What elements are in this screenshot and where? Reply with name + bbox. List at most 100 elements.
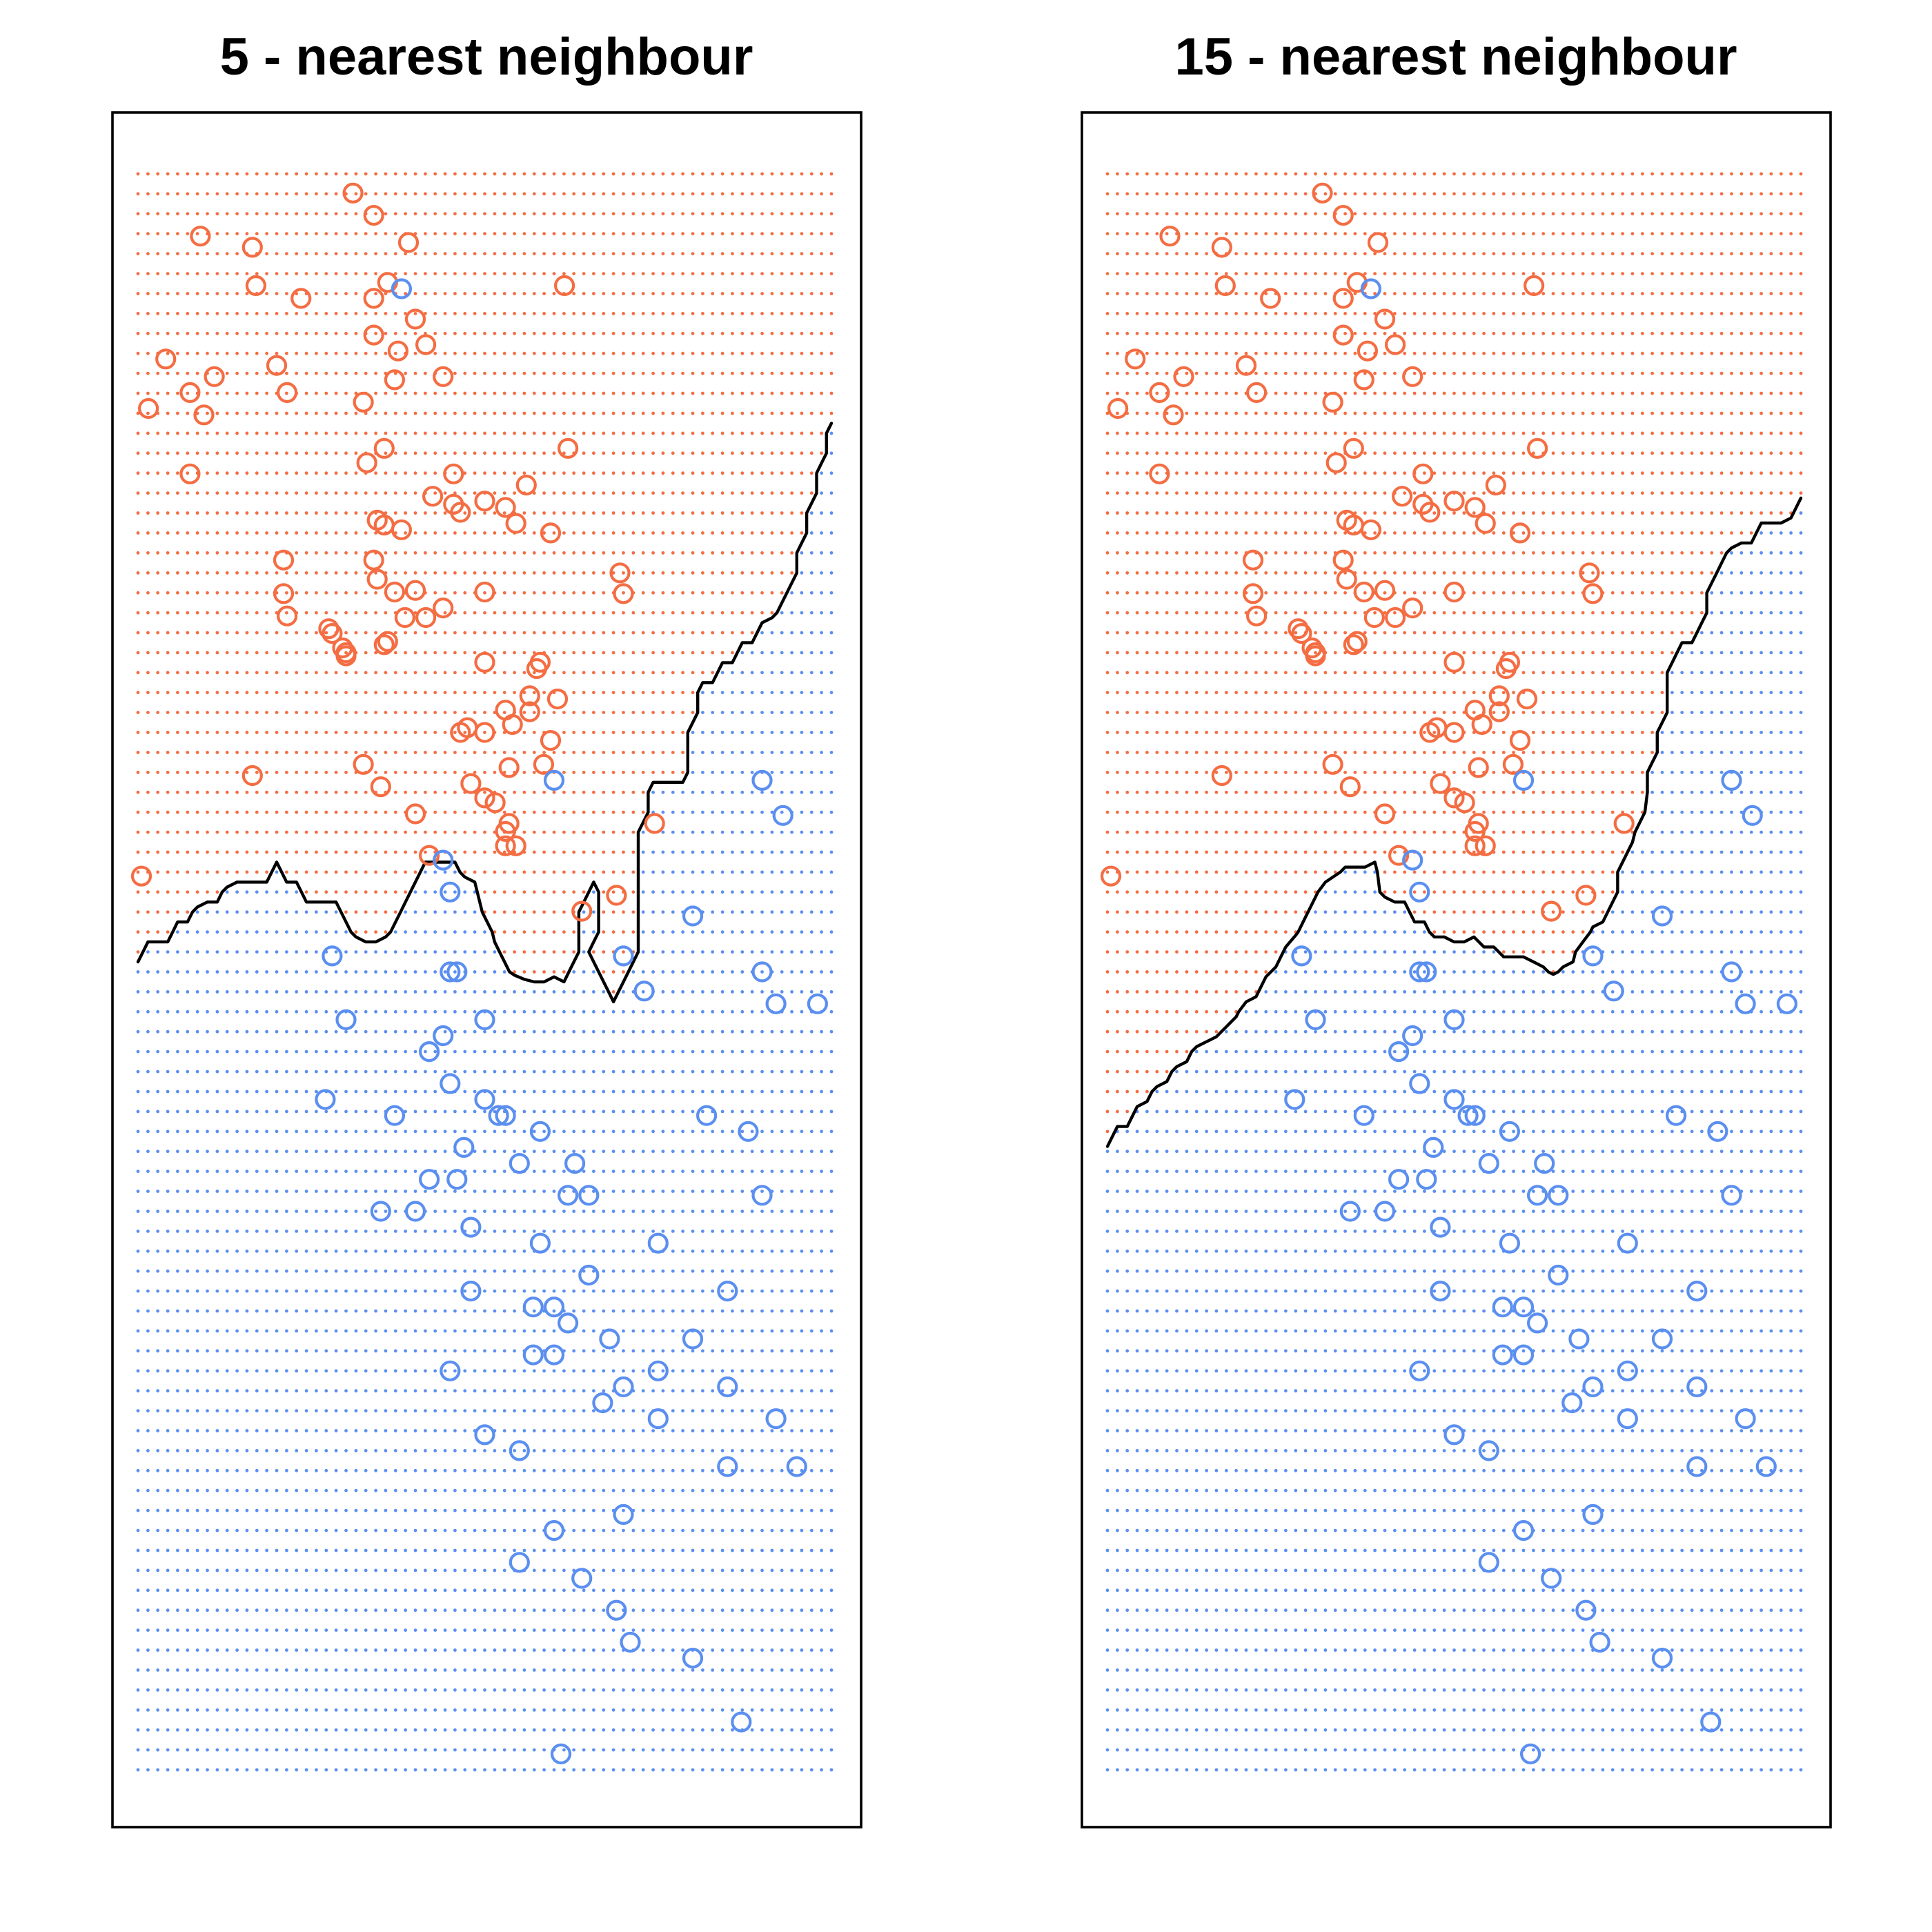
grid-dot <box>156 1210 160 1213</box>
grid-dot <box>770 691 774 695</box>
grid-dot <box>304 1230 308 1233</box>
grid-dot <box>671 771 675 774</box>
grid-dot <box>235 631 239 635</box>
grid-dot <box>622 771 625 774</box>
grid-dot <box>661 1568 665 1573</box>
grid-dot <box>295 711 299 714</box>
grid-dot <box>711 870 715 874</box>
grid-dot <box>513 571 516 575</box>
grid-dot <box>215 1468 219 1472</box>
grid-dot <box>225 391 229 395</box>
grid-dot <box>602 890 606 894</box>
grid-dot <box>513 790 516 794</box>
grid-dot <box>354 491 358 495</box>
grid-dot <box>790 691 793 695</box>
grid-dot <box>513 1070 516 1074</box>
grid-dot <box>206 1369 209 1373</box>
grid-dot <box>661 1289 665 1293</box>
grid-dot <box>790 1688 793 1692</box>
grid-dot <box>433 1009 437 1014</box>
grid-dot <box>740 631 745 635</box>
grid-dot <box>780 1608 784 1613</box>
grid-dot <box>195 1548 199 1552</box>
grid-dot <box>522 1608 526 1613</box>
grid-dot <box>374 371 377 375</box>
grid-dot <box>790 1190 793 1193</box>
grid-dot <box>424 1608 427 1613</box>
grid-dot <box>641 870 645 874</box>
grid-dot <box>522 511 526 515</box>
grid-dot <box>631 1090 635 1094</box>
grid-dot <box>364 1070 368 1074</box>
grid-dot <box>225 691 229 695</box>
grid-dot <box>255 391 259 395</box>
grid-dot <box>760 1568 764 1573</box>
grid-dot <box>522 1009 526 1014</box>
grid-dot <box>493 631 497 635</box>
grid-dot <box>265 1309 268 1313</box>
grid-dot <box>255 691 259 695</box>
grid-dot <box>404 731 407 734</box>
grid-dot <box>374 591 377 595</box>
grid-dot <box>443 1049 447 1054</box>
grid-dot <box>592 1269 595 1273</box>
grid-dot <box>622 1728 625 1732</box>
grid-dot <box>829 551 834 555</box>
grid-dot <box>661 970 665 974</box>
grid-dot <box>790 930 793 934</box>
grid-dot <box>156 1110 160 1114</box>
grid-dot <box>562 1449 566 1452</box>
grid-dot <box>463 531 467 535</box>
grid-dot <box>770 1110 774 1114</box>
grid-dot <box>374 1608 377 1613</box>
grid-dot <box>671 1608 675 1613</box>
grid-dot <box>156 870 160 874</box>
grid-dot <box>800 711 804 714</box>
grid-dot <box>195 1110 199 1114</box>
grid-dot <box>483 1369 486 1373</box>
grid-dot <box>522 1728 526 1732</box>
grid-dot <box>374 1090 377 1094</box>
grid-dot <box>780 1628 784 1633</box>
grid-dot <box>156 1608 160 1613</box>
grid-dot <box>602 511 606 515</box>
grid-dot <box>820 1429 823 1432</box>
grid-dot <box>245 571 249 575</box>
grid-dot <box>166 411 170 415</box>
grid-dot <box>245 1449 249 1452</box>
grid-dot <box>760 930 764 934</box>
grid-dot <box>711 1150 715 1154</box>
grid-dot <box>740 591 745 595</box>
grid-dot <box>483 691 486 695</box>
grid-dot <box>483 830 486 834</box>
grid-dot <box>354 1588 358 1593</box>
grid-dot <box>671 1508 675 1512</box>
grid-dot <box>473 930 477 934</box>
grid-dot <box>186 930 190 934</box>
grid-dot <box>502 1190 506 1193</box>
grid-dot <box>136 870 140 874</box>
grid-dot <box>691 1349 695 1353</box>
grid-dot <box>344 751 348 754</box>
grid-dot <box>186 1369 190 1373</box>
grid-dot <box>770 1668 774 1672</box>
grid-dot <box>156 1768 160 1772</box>
grid-dot <box>295 471 299 475</box>
grid-dot <box>235 451 239 455</box>
grid-dot <box>463 511 467 515</box>
grid-dot <box>453 1329 457 1333</box>
grid-dot <box>820 970 823 974</box>
grid-dot <box>255 1349 259 1353</box>
grid-dot <box>671 1269 675 1273</box>
grid-dot <box>255 1768 259 1772</box>
grid-dot <box>701 1668 704 1672</box>
grid-dot <box>770 1708 774 1712</box>
grid-dot <box>374 1449 377 1452</box>
grid-dot <box>611 671 615 675</box>
grid-dot <box>572 471 576 475</box>
grid-dot <box>146 1150 150 1154</box>
grid-dot <box>315 1429 318 1432</box>
grid-dot <box>384 451 388 455</box>
grid-dot <box>829 1130 834 1134</box>
grid-dot <box>631 711 635 714</box>
